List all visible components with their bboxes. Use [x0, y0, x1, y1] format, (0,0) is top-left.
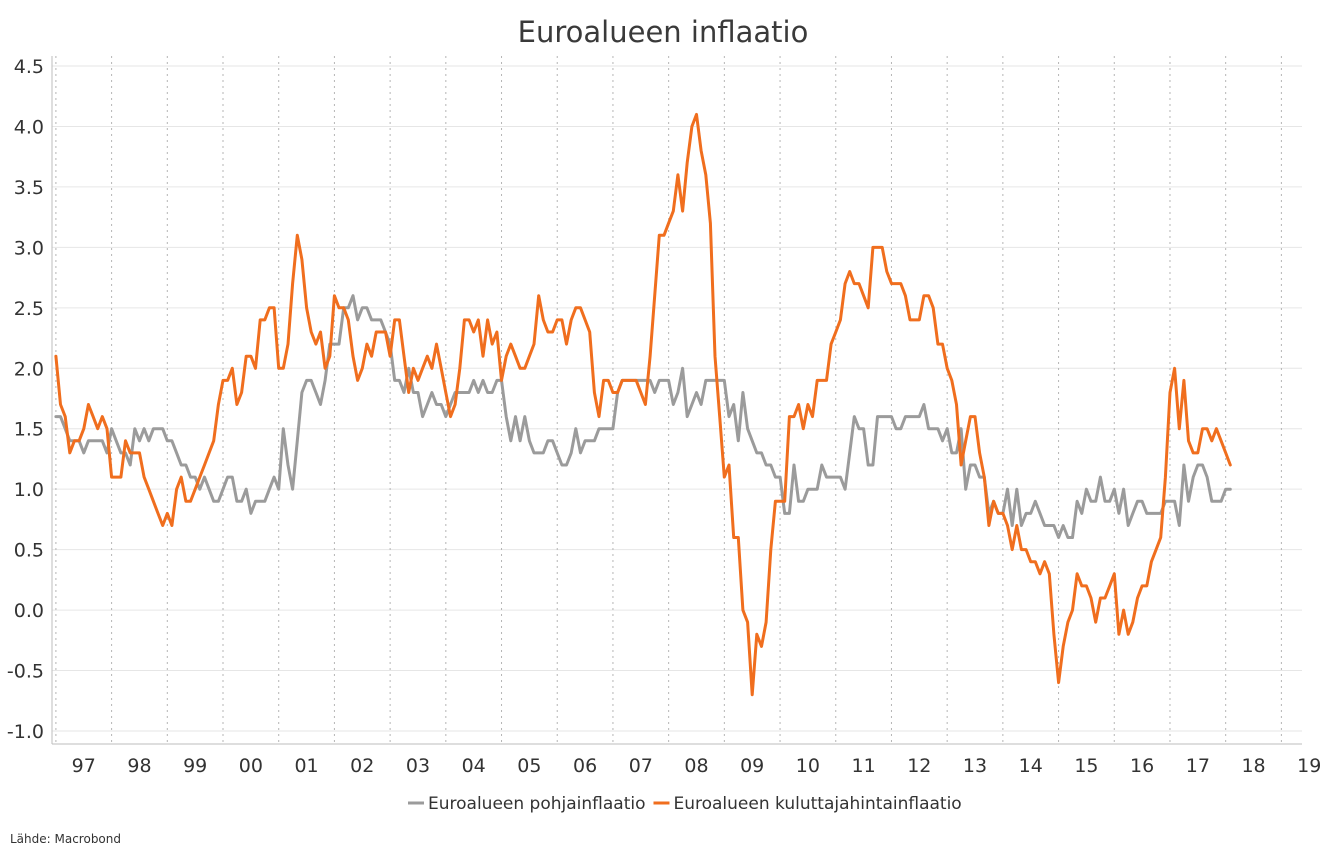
- y-tick-label: 1.0: [14, 479, 44, 501]
- y-tick-label: 0.0: [14, 600, 44, 622]
- x-tick-label: 03: [406, 755, 430, 777]
- x-tick-label: 12: [907, 755, 931, 777]
- y-tick-label: 1.5: [14, 419, 44, 441]
- grid-layer: [52, 56, 1302, 744]
- x-tick-label: 14: [1019, 755, 1043, 777]
- x-tick-label: 16: [1130, 755, 1154, 777]
- x-tick-label: 05: [517, 755, 541, 777]
- legend: Euroalueen pohjainflaatio Euroalueen kulu…: [408, 794, 962, 814]
- x-tick-label: 04: [462, 755, 486, 777]
- x-tick-label: 08: [684, 755, 708, 777]
- x-tick-label: 00: [239, 755, 263, 777]
- legend-label: Euroalueen kuluttajahintainflaatio: [673, 794, 961, 814]
- x-tick-label: 10: [796, 755, 820, 777]
- y-tick-label: 4.5: [14, 56, 44, 78]
- series-layer: [54, 112, 1232, 697]
- x-tick-label: 17: [1186, 755, 1210, 777]
- x-tick-label: 99: [183, 755, 207, 777]
- y-tick-label: 3.0: [14, 237, 44, 259]
- legend-label: Euroalueen pohjainflaatio: [428, 794, 645, 814]
- y-tick-label: -1.0: [7, 721, 44, 743]
- series-line-consumer-inflation: [54, 112, 1232, 697]
- x-tick-label: 09: [740, 755, 764, 777]
- x-tick-label: 98: [127, 755, 151, 777]
- x-tick-label: 13: [963, 755, 987, 777]
- x-tick-label: 01: [294, 755, 318, 777]
- y-tick-label: 4.0: [14, 116, 44, 138]
- x-tick-label: 15: [1074, 755, 1098, 777]
- y-tick-label: 2.0: [14, 358, 44, 380]
- y-tick-label: 0.5: [14, 540, 44, 562]
- x-tick-label: 11: [852, 755, 876, 777]
- x-tick-label: 02: [350, 755, 374, 777]
- x-tick-label: 97: [72, 755, 96, 777]
- source-note: Lähde: Macrobond: [10, 832, 121, 846]
- series-line-core-inflation: [54, 294, 1232, 539]
- x-tick-label: 06: [573, 755, 597, 777]
- axis-layer: 4.5 4.0 3.5 3.0 2.5 2.0 1.5 1.0 0.5 0.0 -0.5 -1.0 97…: [7, 56, 1321, 777]
- x-tick-label: 18: [1241, 755, 1265, 777]
- y-tick-label: 3.5: [14, 177, 44, 199]
- y-tick-label: 2.5: [14, 298, 44, 320]
- y-tick-label: -0.5: [7, 661, 44, 683]
- x-tick-label: 07: [629, 755, 653, 777]
- x-tick-label: 19: [1297, 755, 1321, 777]
- chart-title: Euroalueen inflaatio: [518, 15, 809, 49]
